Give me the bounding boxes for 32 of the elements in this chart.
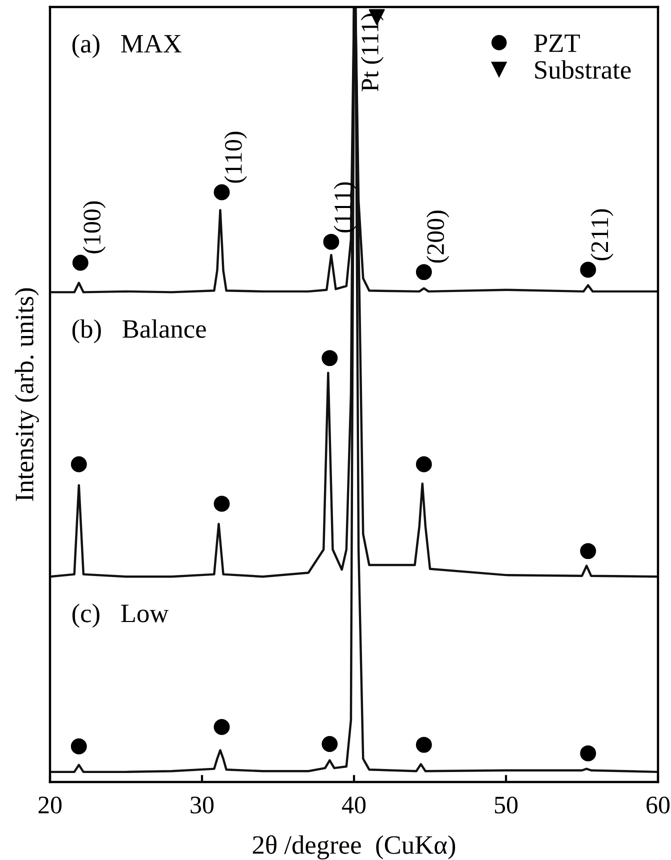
annotation: (111) bbox=[334, 182, 356, 232]
x-tick-label: 60 bbox=[646, 796, 670, 814]
point bbox=[580, 543, 596, 560]
annotation: (a) MAX bbox=[72, 34, 182, 58]
point bbox=[214, 718, 230, 735]
x-tick-label: 20 bbox=[38, 796, 62, 814]
point bbox=[214, 496, 230, 512]
point bbox=[70, 456, 87, 472]
annotation: (110) bbox=[224, 132, 247, 183]
point bbox=[580, 745, 596, 762]
point bbox=[72, 254, 88, 271]
y-axis-title: Intensity (arb. units) bbox=[14, 288, 39, 501]
x-tick-label: 30 bbox=[190, 796, 214, 814]
point bbox=[416, 736, 432, 753]
legend-label: Substrate bbox=[535, 60, 631, 79]
x-tick-label: 50 bbox=[494, 796, 518, 814]
legend-label: PZT bbox=[534, 34, 580, 52]
annotation: (200) bbox=[426, 210, 450, 263]
point bbox=[416, 264, 432, 280]
point bbox=[70, 738, 87, 754]
point bbox=[580, 262, 596, 278]
x-tick-label: 40 bbox=[342, 796, 366, 814]
annotation: (c) Low bbox=[72, 604, 169, 628]
annotation: (211) bbox=[590, 209, 614, 260]
point bbox=[322, 350, 338, 366]
point bbox=[322, 736, 338, 752]
annotation: (100) bbox=[82, 201, 106, 254]
point bbox=[416, 456, 432, 472]
annotation: (b) Balance bbox=[72, 319, 206, 344]
point bbox=[214, 184, 230, 200]
point bbox=[323, 234, 340, 250]
x-axis-title: 2θ /degree (CuKα) bbox=[252, 835, 456, 860]
